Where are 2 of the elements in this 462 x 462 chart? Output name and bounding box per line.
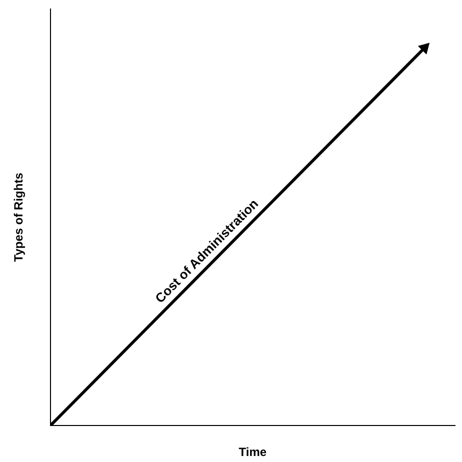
x-axis-title: Time: [238, 445, 267, 460]
y-axis-title: Types of Rights: [12, 172, 26, 262]
